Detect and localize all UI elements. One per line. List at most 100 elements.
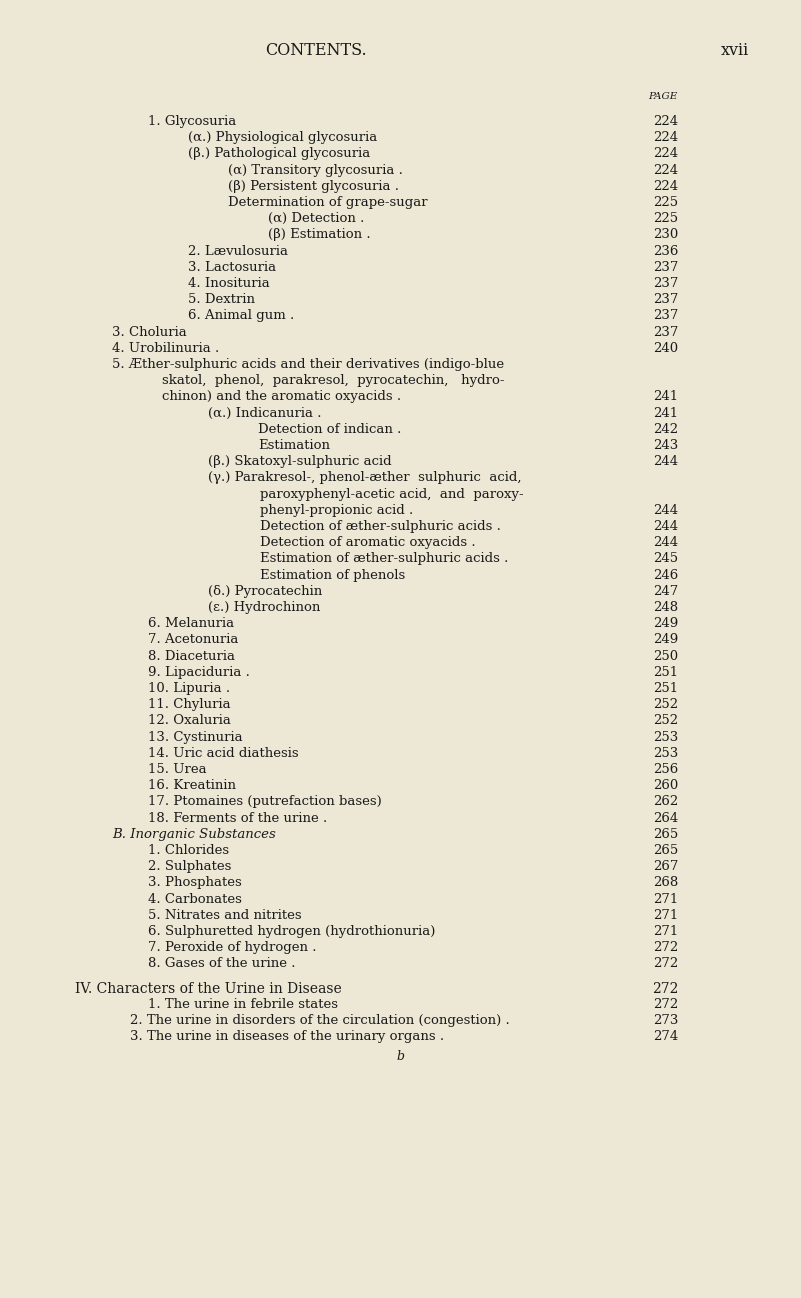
Text: phenyl-propionic acid .: phenyl-propionic acid . [260,504,413,517]
Text: 225: 225 [653,212,678,225]
Text: 267: 267 [653,861,678,874]
Text: 2. Lævulosuria: 2. Lævulosuria [188,244,288,257]
Text: 246: 246 [653,569,678,582]
Text: 245: 245 [653,553,678,566]
Text: 6. Melanuria: 6. Melanuria [148,618,234,631]
Text: 18. Ferments of the urine .: 18. Ferments of the urine . [148,811,328,824]
Text: 272: 272 [652,981,678,996]
Text: IV. Characters of the Urine in Disease: IV. Characters of the Urine in Disease [75,981,342,996]
Text: 4. Urobilinuria .: 4. Urobilinuria . [112,341,219,354]
Text: 271: 271 [653,925,678,938]
Text: 252: 252 [653,714,678,727]
Text: (α.) Indicanuria .: (α.) Indicanuria . [208,406,321,419]
Text: 242: 242 [653,423,678,436]
Text: 5. Dextrin: 5. Dextrin [188,293,255,306]
Text: 11. Chyluria: 11. Chyluria [148,698,231,711]
Text: 271: 271 [653,909,678,922]
Text: 256: 256 [653,763,678,776]
Text: (δ.) Pyrocatechin: (δ.) Pyrocatechin [208,585,322,598]
Text: 224: 224 [653,148,678,161]
Text: 241: 241 [653,406,678,419]
Text: 268: 268 [653,876,678,889]
Text: 237: 237 [653,261,678,274]
Text: 237: 237 [653,293,678,306]
Text: 8. Diaceturia: 8. Diaceturia [148,649,235,662]
Text: 6. Animal gum .: 6. Animal gum . [188,309,294,322]
Text: (β.) Skatoxyl-sulphuric acid: (β.) Skatoxyl-sulphuric acid [208,456,392,469]
Text: (α.) Physiological glycosuria: (α.) Physiological glycosuria [188,131,377,144]
Text: 9. Lipaciduria .: 9. Lipaciduria . [148,666,250,679]
Text: Detection of aromatic oxyacids .: Detection of aromatic oxyacids . [260,536,476,549]
Text: 16. Kreatinin: 16. Kreatinin [148,779,236,792]
Text: 247: 247 [653,585,678,598]
Text: 12. Oxaluria: 12. Oxaluria [148,714,231,727]
Text: 240: 240 [653,341,678,354]
Text: 13. Cystinuria: 13. Cystinuria [148,731,243,744]
Text: 274: 274 [653,1031,678,1044]
Text: 265: 265 [653,828,678,841]
Text: paroxyphenyl-acetic acid,  and  paroxy-: paroxyphenyl-acetic acid, and paroxy- [260,488,524,501]
Text: 260: 260 [653,779,678,792]
Text: 3. Phosphates: 3. Phosphates [148,876,242,889]
Text: B. Inorganic Substances: B. Inorganic Substances [112,828,276,841]
Text: 253: 253 [653,731,678,744]
Text: 10. Lipuria .: 10. Lipuria . [148,681,230,694]
Text: 224: 224 [653,164,678,177]
Text: chinon) and the aromatic oxyacids .: chinon) and the aromatic oxyacids . [162,391,401,404]
Text: Detection of æther-sulphuric acids .: Detection of æther-sulphuric acids . [260,520,501,533]
Text: 244: 244 [653,520,678,533]
Text: xvii: xvii [721,42,749,58]
Text: 15. Urea: 15. Urea [148,763,207,776]
Text: 273: 273 [653,1014,678,1027]
Text: 1. Glycosuria: 1. Glycosuria [148,116,236,129]
Text: 264: 264 [653,811,678,824]
Text: 241: 241 [653,391,678,404]
Text: 243: 243 [653,439,678,452]
Text: Estimation of æther-sulphuric acids .: Estimation of æther-sulphuric acids . [260,553,509,566]
Text: 1. The urine in febrile states: 1. The urine in febrile states [148,998,338,1011]
Text: 8. Gases of the urine .: 8. Gases of the urine . [148,958,296,971]
Text: 253: 253 [653,746,678,759]
Text: 7. Acetonuria: 7. Acetonuria [148,633,239,646]
Text: 250: 250 [653,649,678,662]
Text: (γ.) Parakresol-, phenol-æther  sulphuric  acid,: (γ.) Parakresol-, phenol-æther sulphuric… [208,471,521,484]
Text: 1. Chlorides: 1. Chlorides [148,844,229,857]
Text: 7. Peroxide of hydrogen .: 7. Peroxide of hydrogen . [148,941,316,954]
Text: 237: 237 [653,326,678,339]
Text: 224: 224 [653,116,678,129]
Text: 272: 272 [653,958,678,971]
Text: 251: 251 [653,666,678,679]
Text: (β.) Pathological glycosuria: (β.) Pathological glycosuria [188,148,370,161]
Text: Determination of grape-sugar: Determination of grape-sugar [228,196,428,209]
Text: 17. Ptomaines (putrefaction bases): 17. Ptomaines (putrefaction bases) [148,796,382,809]
Text: 237: 237 [653,309,678,322]
Text: 224: 224 [653,131,678,144]
Text: (β) Persistent glycosuria .: (β) Persistent glycosuria . [228,180,399,193]
Text: 3. The urine in diseases of the urinary organs .: 3. The urine in diseases of the urinary … [130,1031,444,1044]
Text: 272: 272 [653,998,678,1011]
Text: (ε.) Hydrochinon: (ε.) Hydrochinon [208,601,320,614]
Text: 271: 271 [653,893,678,906]
Text: skatol,  phenol,  parakresol,  pyrocatechin,   hydro-: skatol, phenol, parakresol, pyrocatechin… [162,374,505,387]
Text: (α) Detection .: (α) Detection . [268,212,364,225]
Text: 248: 248 [653,601,678,614]
Text: 244: 244 [653,456,678,469]
Text: 4. Carbonates: 4. Carbonates [148,893,242,906]
Text: Estimation of phenols: Estimation of phenols [260,569,405,582]
Text: 244: 244 [653,536,678,549]
Text: Detection of indican .: Detection of indican . [258,423,401,436]
Text: 272: 272 [653,941,678,954]
Text: 230: 230 [653,228,678,241]
Text: 249: 249 [653,618,678,631]
Text: 4. Inosituria: 4. Inosituria [188,276,270,289]
Text: 265: 265 [653,844,678,857]
Text: 5. Æther-sulphuric acids and their derivatives (indigo-blue: 5. Æther-sulphuric acids and their deriv… [112,358,504,371]
Text: 252: 252 [653,698,678,711]
Text: CONTENTS.: CONTENTS. [266,42,367,58]
Text: 5. Nitrates and nitrites: 5. Nitrates and nitrites [148,909,302,922]
Text: 3. Lactosuria: 3. Lactosuria [188,261,276,274]
Text: 2. The urine in disorders of the circulation (congestion) .: 2. The urine in disorders of the circula… [130,1014,509,1027]
Text: 262: 262 [653,796,678,809]
Text: 14. Uric acid diathesis: 14. Uric acid diathesis [148,746,299,759]
Text: 251: 251 [653,681,678,694]
